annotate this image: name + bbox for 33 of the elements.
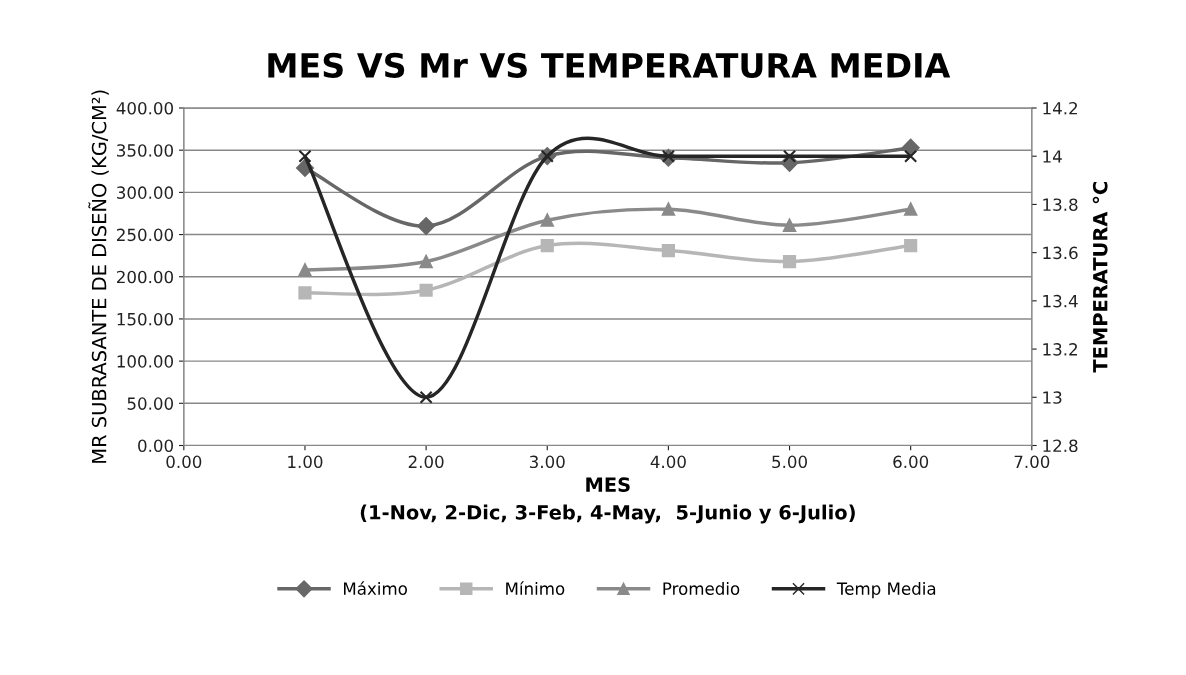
x-tick-label: 5.00: [772, 455, 807, 469]
y-tick-label: 400.00: [116, 101, 173, 115]
y-tick-label: 350.00: [117, 144, 173, 157]
y2-tick-label: 14: [1043, 150, 1062, 163]
x-tick-label: 7.00: [1014, 455, 1050, 469]
x-tick-label: 2.00: [408, 455, 444, 469]
y2-tick-label: 13: [1043, 391, 1062, 404]
y2-axis-title: TEMPERATURA °C: [1092, 182, 1108, 373]
y-tick-label: 50.00: [127, 397, 173, 410]
y-axis-title: MR SUBRASANTE DE DISEÑO (KG/CM²): [88, 90, 109, 463]
x-tick-label: 3.00: [529, 455, 565, 469]
legend-label: Temp Media: [836, 582, 936, 599]
y2-tick-label: 13.8: [1043, 198, 1078, 211]
y2-tick-label: 12.8: [1043, 439, 1078, 453]
y-tick-label: 100.00: [117, 355, 173, 368]
y-tick-label: 300.00: [117, 186, 173, 199]
y-tick-label: 250.00: [117, 228, 173, 242]
y2-tick-label: 13.2: [1043, 343, 1077, 356]
chart-title: MES VS Mr VS TEMPERATURA MEDIA: [268, 52, 951, 78]
legend-label: Promedio: [663, 582, 740, 595]
legend-label: Máximo: [344, 581, 407, 595]
y-tick-label: 0.00: [138, 439, 173, 453]
y-tick-label: 150.00: [117, 312, 173, 326]
y2-tick-label: 13.4: [1043, 294, 1078, 308]
y2-tick-label: 13.6: [1043, 246, 1078, 260]
legend-label: Mínimo: [506, 581, 565, 595]
x-tick-label: 1.00: [288, 455, 323, 469]
y-tick-label: 200.00: [117, 270, 173, 284]
x-tick-label: 6.00: [893, 455, 929, 469]
y2-tick-label: 14.2: [1043, 101, 1077, 115]
x-tick-label: 4.00: [650, 455, 686, 469]
x-tick-label: 0.00: [166, 455, 202, 469]
x-axis-title: MES (1-Nov, 2-Dic, 3-Feb, 4-May, 5-Junio y 6-Julio): [360, 477, 855, 524]
